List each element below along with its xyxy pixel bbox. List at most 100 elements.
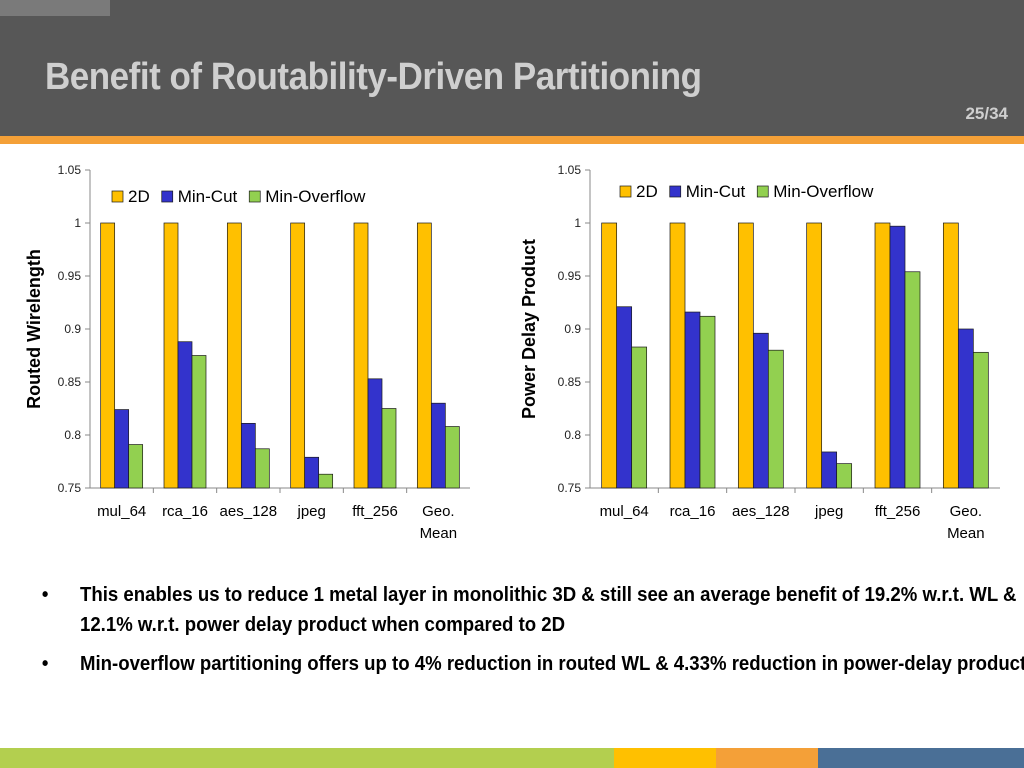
y-tick-label: 1.05 <box>58 163 82 177</box>
y-tick-label: 0.9 <box>564 322 581 336</box>
bar-2d <box>737 222 754 489</box>
bar-min-overflow <box>767 349 784 489</box>
legend-label-min-overflow: Min-Overflow <box>265 187 366 206</box>
bar-min-cut <box>304 456 320 489</box>
legend-swatch-min-cut <box>669 185 682 198</box>
chart-plot: 0.75 0.8 0.85 0.9 0.95 1 1.05 Routed Wirelength… <box>24 163 470 542</box>
y-tick-label: 0.95 <box>558 269 582 283</box>
x-tick-label: Mean <box>420 525 458 542</box>
bar-2d <box>669 222 686 489</box>
bar-min-cut <box>752 332 769 489</box>
y-tick-label: 0.85 <box>58 375 82 389</box>
y-axis-label: Power Delay Product <box>519 239 539 419</box>
x-tick-label: fft_256 <box>352 503 398 520</box>
legend-label-min-cut: Min-Cut <box>178 187 238 206</box>
bar-min-overflow <box>699 315 716 489</box>
x-tick-label: rca_16 <box>670 503 716 520</box>
bar-min-overflow <box>444 426 460 489</box>
bar-min-cut <box>889 225 906 489</box>
bar-2d <box>806 222 823 489</box>
y-tick-label: 0.75 <box>58 481 82 495</box>
bar-min-cut <box>616 306 633 489</box>
x-tick-label: jpeg <box>814 503 843 520</box>
bar-min-overflow <box>381 408 397 489</box>
legend-swatch-min-overflow <box>248 190 261 203</box>
power-delay-product-chart: 0.75 0.8 0.85 0.9 0.95 1 1.05 Power Delay Produ… <box>519 163 1000 542</box>
x-tick-label: aes_128 <box>732 503 790 520</box>
header-bar <box>0 0 1024 136</box>
x-tick-label: jpeg <box>296 503 325 520</box>
x-tick-label: Geo. <box>422 503 455 520</box>
bullet-marker: • <box>41 653 49 675</box>
y-tick-label: 0.8 <box>64 428 81 442</box>
bar-2d <box>100 222 116 489</box>
bullet-text: This enables us to reduce 1 metal layer … <box>79 584 1017 636</box>
bar-min-overflow <box>128 444 144 489</box>
bar-min-overflow <box>836 463 853 489</box>
bar-min-cut <box>821 451 838 489</box>
y-tick-label: 1.05 <box>558 163 582 177</box>
x-tick-label: mul_64 <box>97 503 146 520</box>
x-tick-label: rca_16 <box>162 503 208 520</box>
chart-legend: 2D Min-Cut Min-Overflow <box>619 182 874 201</box>
bar-2d <box>290 222 306 489</box>
header-tab-accent <box>0 0 110 16</box>
bullet-list: • This enables us to reduce 1 metal laye… <box>40 580 1024 688</box>
y-tick-label: 0.9 <box>64 322 81 336</box>
bar-2d <box>942 222 959 489</box>
x-tick-label: mul_64 <box>600 503 649 520</box>
legend-label-min-cut: Min-Cut <box>686 182 746 201</box>
x-tick-label: Mean <box>947 525 985 542</box>
footer-segment-blue <box>818 748 1024 768</box>
legend-swatch-2d <box>619 185 632 198</box>
bar-min-cut <box>684 311 701 489</box>
header-divider <box>0 136 1024 144</box>
bullet-item: • This enables us to reduce 1 metal laye… <box>40 580 1024 640</box>
bullet-marker: • <box>41 584 49 606</box>
footer-segment-yellow <box>614 748 716 768</box>
bar-min-overflow <box>191 355 207 489</box>
x-tick-label: Geo. <box>950 503 983 520</box>
bullet-item: • Min-overflow partitioning offers up to… <box>40 649 1024 679</box>
legend-label-2d: 2D <box>128 187 150 206</box>
bar-min-overflow <box>972 351 989 489</box>
y-tick-label: 0.85 <box>558 375 582 389</box>
y-tick-label: 1 <box>574 216 581 230</box>
page-number: 25/34 <box>965 104 1008 123</box>
legend-label-2d: 2D <box>636 182 658 201</box>
bar-min-overflow <box>631 346 648 489</box>
footer-segment-orange <box>716 748 818 768</box>
x-tick-label: fft_256 <box>875 503 921 520</box>
routed-wirelength-chart: 0.75 0.8 0.85 0.9 0.95 1 1.05 Routed Wirelength… <box>24 163 470 542</box>
y-tick-label: 1 <box>74 216 81 230</box>
bar-2d <box>601 222 618 489</box>
y-tick-label: 0.8 <box>564 428 581 442</box>
slide-title: Benefit of Routability-Driven Partitioni… <box>45 56 702 98</box>
bar-2d <box>353 222 369 489</box>
y-axis-label: Routed Wirelength <box>24 249 44 409</box>
bar-min-cut <box>114 409 130 489</box>
bar-min-overflow <box>904 271 921 489</box>
bar-min-cut <box>240 422 256 489</box>
bar-min-cut <box>430 402 446 489</box>
bar-2d <box>163 222 179 489</box>
footer-bar <box>0 748 1024 768</box>
x-tick-label: aes_128 <box>220 503 278 520</box>
bar-2d <box>226 222 242 489</box>
chart-legend: 2D Min-Cut Min-Overflow <box>111 187 366 206</box>
bar-min-overflow <box>318 473 334 489</box>
bullet-text: Min-overflow partitioning offers up to 4… <box>79 653 1024 675</box>
footer-segment-green <box>0 748 614 768</box>
y-tick-label: 0.95 <box>58 269 82 283</box>
bar-min-cut <box>177 341 193 489</box>
legend-label-min-overflow: Min-Overflow <box>773 182 874 201</box>
legend-swatch-min-cut <box>161 190 174 203</box>
bar-min-cut <box>367 378 383 489</box>
bar-min-cut <box>957 328 974 489</box>
bar-min-overflow <box>254 448 270 489</box>
bar-2d <box>416 222 432 489</box>
y-tick-label: 0.75 <box>558 481 582 495</box>
legend-swatch-min-overflow <box>756 185 769 198</box>
bar-2d <box>874 222 891 489</box>
chart-plot: 0.75 0.8 0.85 0.9 0.95 1 1.05 Power Delay Produ… <box>519 163 1000 542</box>
